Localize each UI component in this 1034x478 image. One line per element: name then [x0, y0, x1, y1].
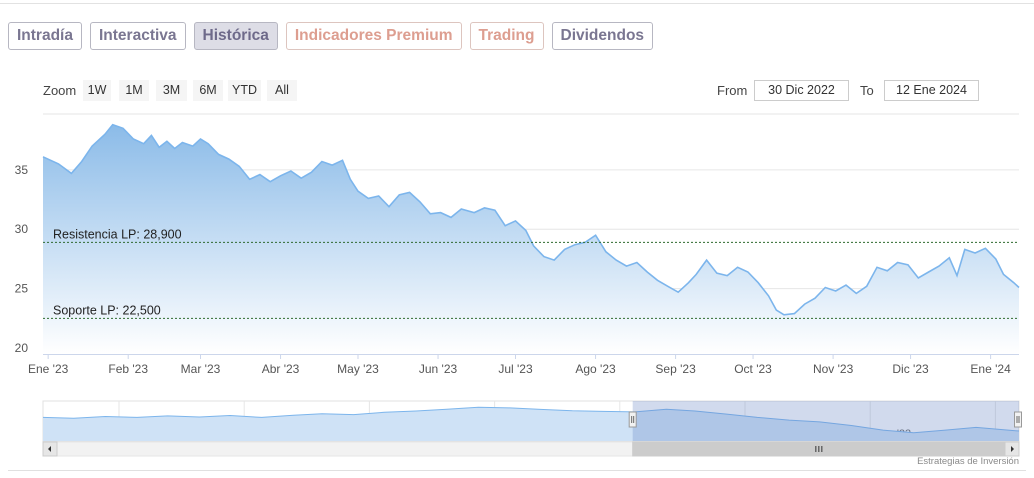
range-from-label: From	[717, 83, 748, 98]
x-tick-label: Oct '23	[734, 362, 772, 376]
price-series-line	[42, 123, 1020, 316]
x-tick-label: Mar '23	[181, 362, 221, 376]
range-from-input[interactable]: 30 Dic 2022	[754, 80, 849, 101]
tab-historica[interactable]: Histórica	[193, 22, 278, 50]
tab-dividendos[interactable]: Dividendos	[551, 22, 654, 50]
navigator-right-handle[interactable]	[1014, 411, 1022, 428]
chart-credit[interactable]: Estrategias de Inversión	[917, 456, 1019, 467]
range-to-label: To	[860, 83, 874, 98]
x-tick-label: Jun '23	[419, 362, 458, 376]
x-tick-label: Jul '23	[498, 362, 533, 376]
navigator-series-line	[42, 406, 1020, 434]
tab-interactiva[interactable]: Interactiva	[89, 22, 186, 50]
chart-tabs: Intradía Interactiva Histórica Indicador…	[8, 22, 661, 50]
x-tick-label: Ene '24	[970, 362, 1011, 376]
x-tick-label: May '23	[337, 362, 379, 376]
y-tick-label: 30	[15, 222, 29, 236]
zoom-label: Zoom	[43, 83, 77, 98]
y-tick-label: 25	[15, 282, 29, 296]
zoom-ytd-button[interactable]: YTD	[228, 80, 261, 101]
x-tick-label: Abr '23	[262, 362, 300, 376]
x-tick-label: Dic '23	[892, 362, 929, 376]
support-label: Soporte LP: 22,500	[53, 303, 161, 317]
tab-indicadores-premium[interactable]: Indicadores Premium	[285, 22, 462, 50]
x-tick-label: Ago '23	[575, 362, 616, 376]
range-to-input[interactable]: 12 Ene 2024	[884, 80, 979, 101]
x-tick-label: Ene '23	[28, 362, 69, 376]
tab-intradia[interactable]: Intradía	[8, 22, 82, 50]
top-divider	[0, 3, 1034, 4]
x-tick-label: Sep '23	[655, 362, 696, 376]
bottom-divider	[8, 470, 1026, 471]
y-tick-label: 35	[15, 163, 29, 177]
tab-trading[interactable]: Trading	[469, 22, 544, 50]
zoom-1w-button[interactable]: 1W	[83, 80, 111, 101]
x-tick-label: Nov '23	[813, 362, 854, 376]
navigator-left-handle[interactable]	[628, 411, 637, 428]
x-tick-label: Feb '23	[108, 362, 148, 376]
zoom-all-button[interactable]: All	[267, 80, 297, 101]
navigator-selection[interactable]	[632, 401, 1019, 441]
zoom-3m-button[interactable]: 3M	[156, 80, 187, 101]
scroll-right-arrow-icon	[1011, 446, 1014, 452]
zoom-1m-button[interactable]: 1M	[119, 80, 149, 101]
resistance-label: Resistencia LP: 28,900	[53, 227, 182, 241]
zoom-6m-button[interactable]: 6M	[193, 80, 223, 101]
y-tick-label: 20	[15, 341, 29, 355]
scroll-left-arrow-icon	[48, 446, 51, 452]
price-area	[43, 124, 1019, 354]
